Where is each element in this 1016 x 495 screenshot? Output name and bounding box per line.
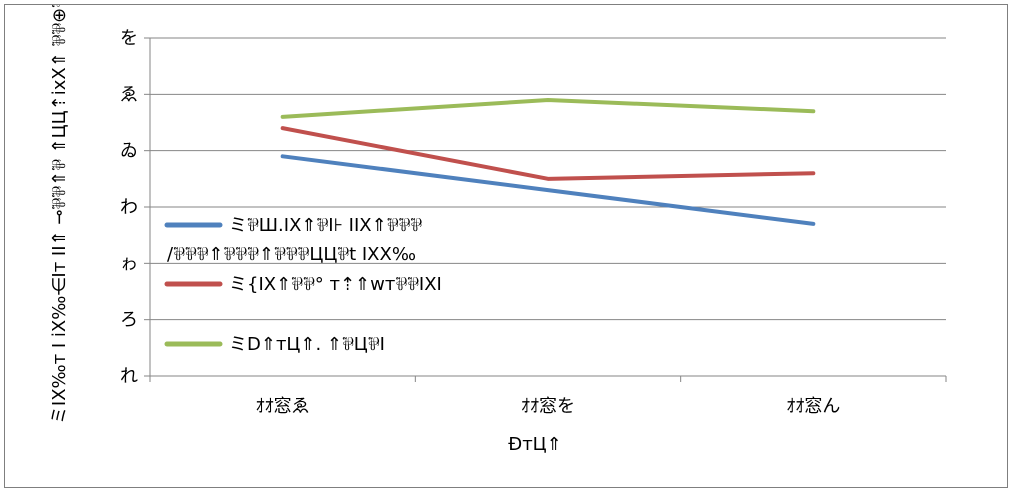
y-tick-label: れ <box>120 366 138 387</box>
legend: ミ⅌Ш.IX⇑⅌I⊦ IIX⇑⅌⅌⅌/⅌⅌⅌⇑⅌⅌⅌⇑⅌⅌⅌ЦЦ⅌t IXX‰ミ… <box>164 215 442 355</box>
y-axis-title: ミIX‰т I iX‰⋲Iт II⇑ ⊸⅌⅌⇑⅌ ⇑ЦЦ⇡ixX⇑ ⅌⅌⊕⅌⇑⊑ <box>49 5 70 424</box>
y-tick-label: わ <box>120 197 138 218</box>
y-tick-label: ゐ <box>120 141 138 162</box>
series-line-2 <box>280 126 816 181</box>
y-tick-label: ゎ <box>120 253 138 274</box>
legend-label: ミD⇑тЦ⇑. ⇑⅌Ц⅌I <box>229 334 385 355</box>
x-tick-label: ｵｵ窓ゑ <box>256 396 310 417</box>
series-lines <box>280 97 816 226</box>
legend-entry-3: ミD⇑тЦ⇑. ⇑⅌Ц⅌I <box>164 334 385 355</box>
series-line-3 <box>280 97 816 119</box>
x-axis-tick-labels: ｵｵ窓ゑ ｵｵ窓を ｵｵ窓ん <box>256 396 841 417</box>
legend-label: ミ⅌Ш.IX⇑⅌I⊦ IIX⇑⅌⅌⅌ <box>229 215 422 236</box>
chart-frame: れ ろ ゎ わ ゐ ゑ を ｵｵ窓ゑ ｵｵ窓を ｵｵ窓ん ÐтЦ⇑ ミIX‰т I iX‰⋲Iт… <box>4 4 1008 488</box>
y-tick-label: ろ <box>120 310 138 331</box>
line-chart: れ ろ ゎ わ ゐ ゑ を ｵｵ窓ゑ ｵｵ窓を ｵｵ窓ん ÐтЦ⇑ ミIX‰т I iX‰⋲Iт… <box>49 5 947 455</box>
legend-label: /⅌⅌⅌⇑⅌⅌⅌⇑⅌⅌⅌ЦЦ⅌t IXX‰ <box>167 244 416 265</box>
y-tick-label: ゑ <box>120 84 138 105</box>
x-tick-label: ｵｵ窓を <box>521 396 575 417</box>
legend-label: ミ{IX⇑⅌⅌° т⇡⇑wт⅌⅌IXI <box>229 274 442 295</box>
x-tick-label: ｵｵ窓ん <box>786 396 840 417</box>
legend-entry-2: ミ{IX⇑⅌⅌° т⇡⇑wт⅌⅌IXI <box>164 274 442 295</box>
x-axis-title: ÐтЦ⇑ <box>508 434 562 455</box>
y-tick-label: を <box>120 28 138 49</box>
axes <box>144 37 947 382</box>
legend-entry-1: ミ⅌Ш.IX⇑⅌I⊦ IIX⇑⅌⅌⅌ /⅌⅌⅌⇑⅌⅌⅌⇑⅌⅌⅌ЦЦ⅌t IXX‰ <box>164 215 422 265</box>
gridlines <box>150 37 946 321</box>
